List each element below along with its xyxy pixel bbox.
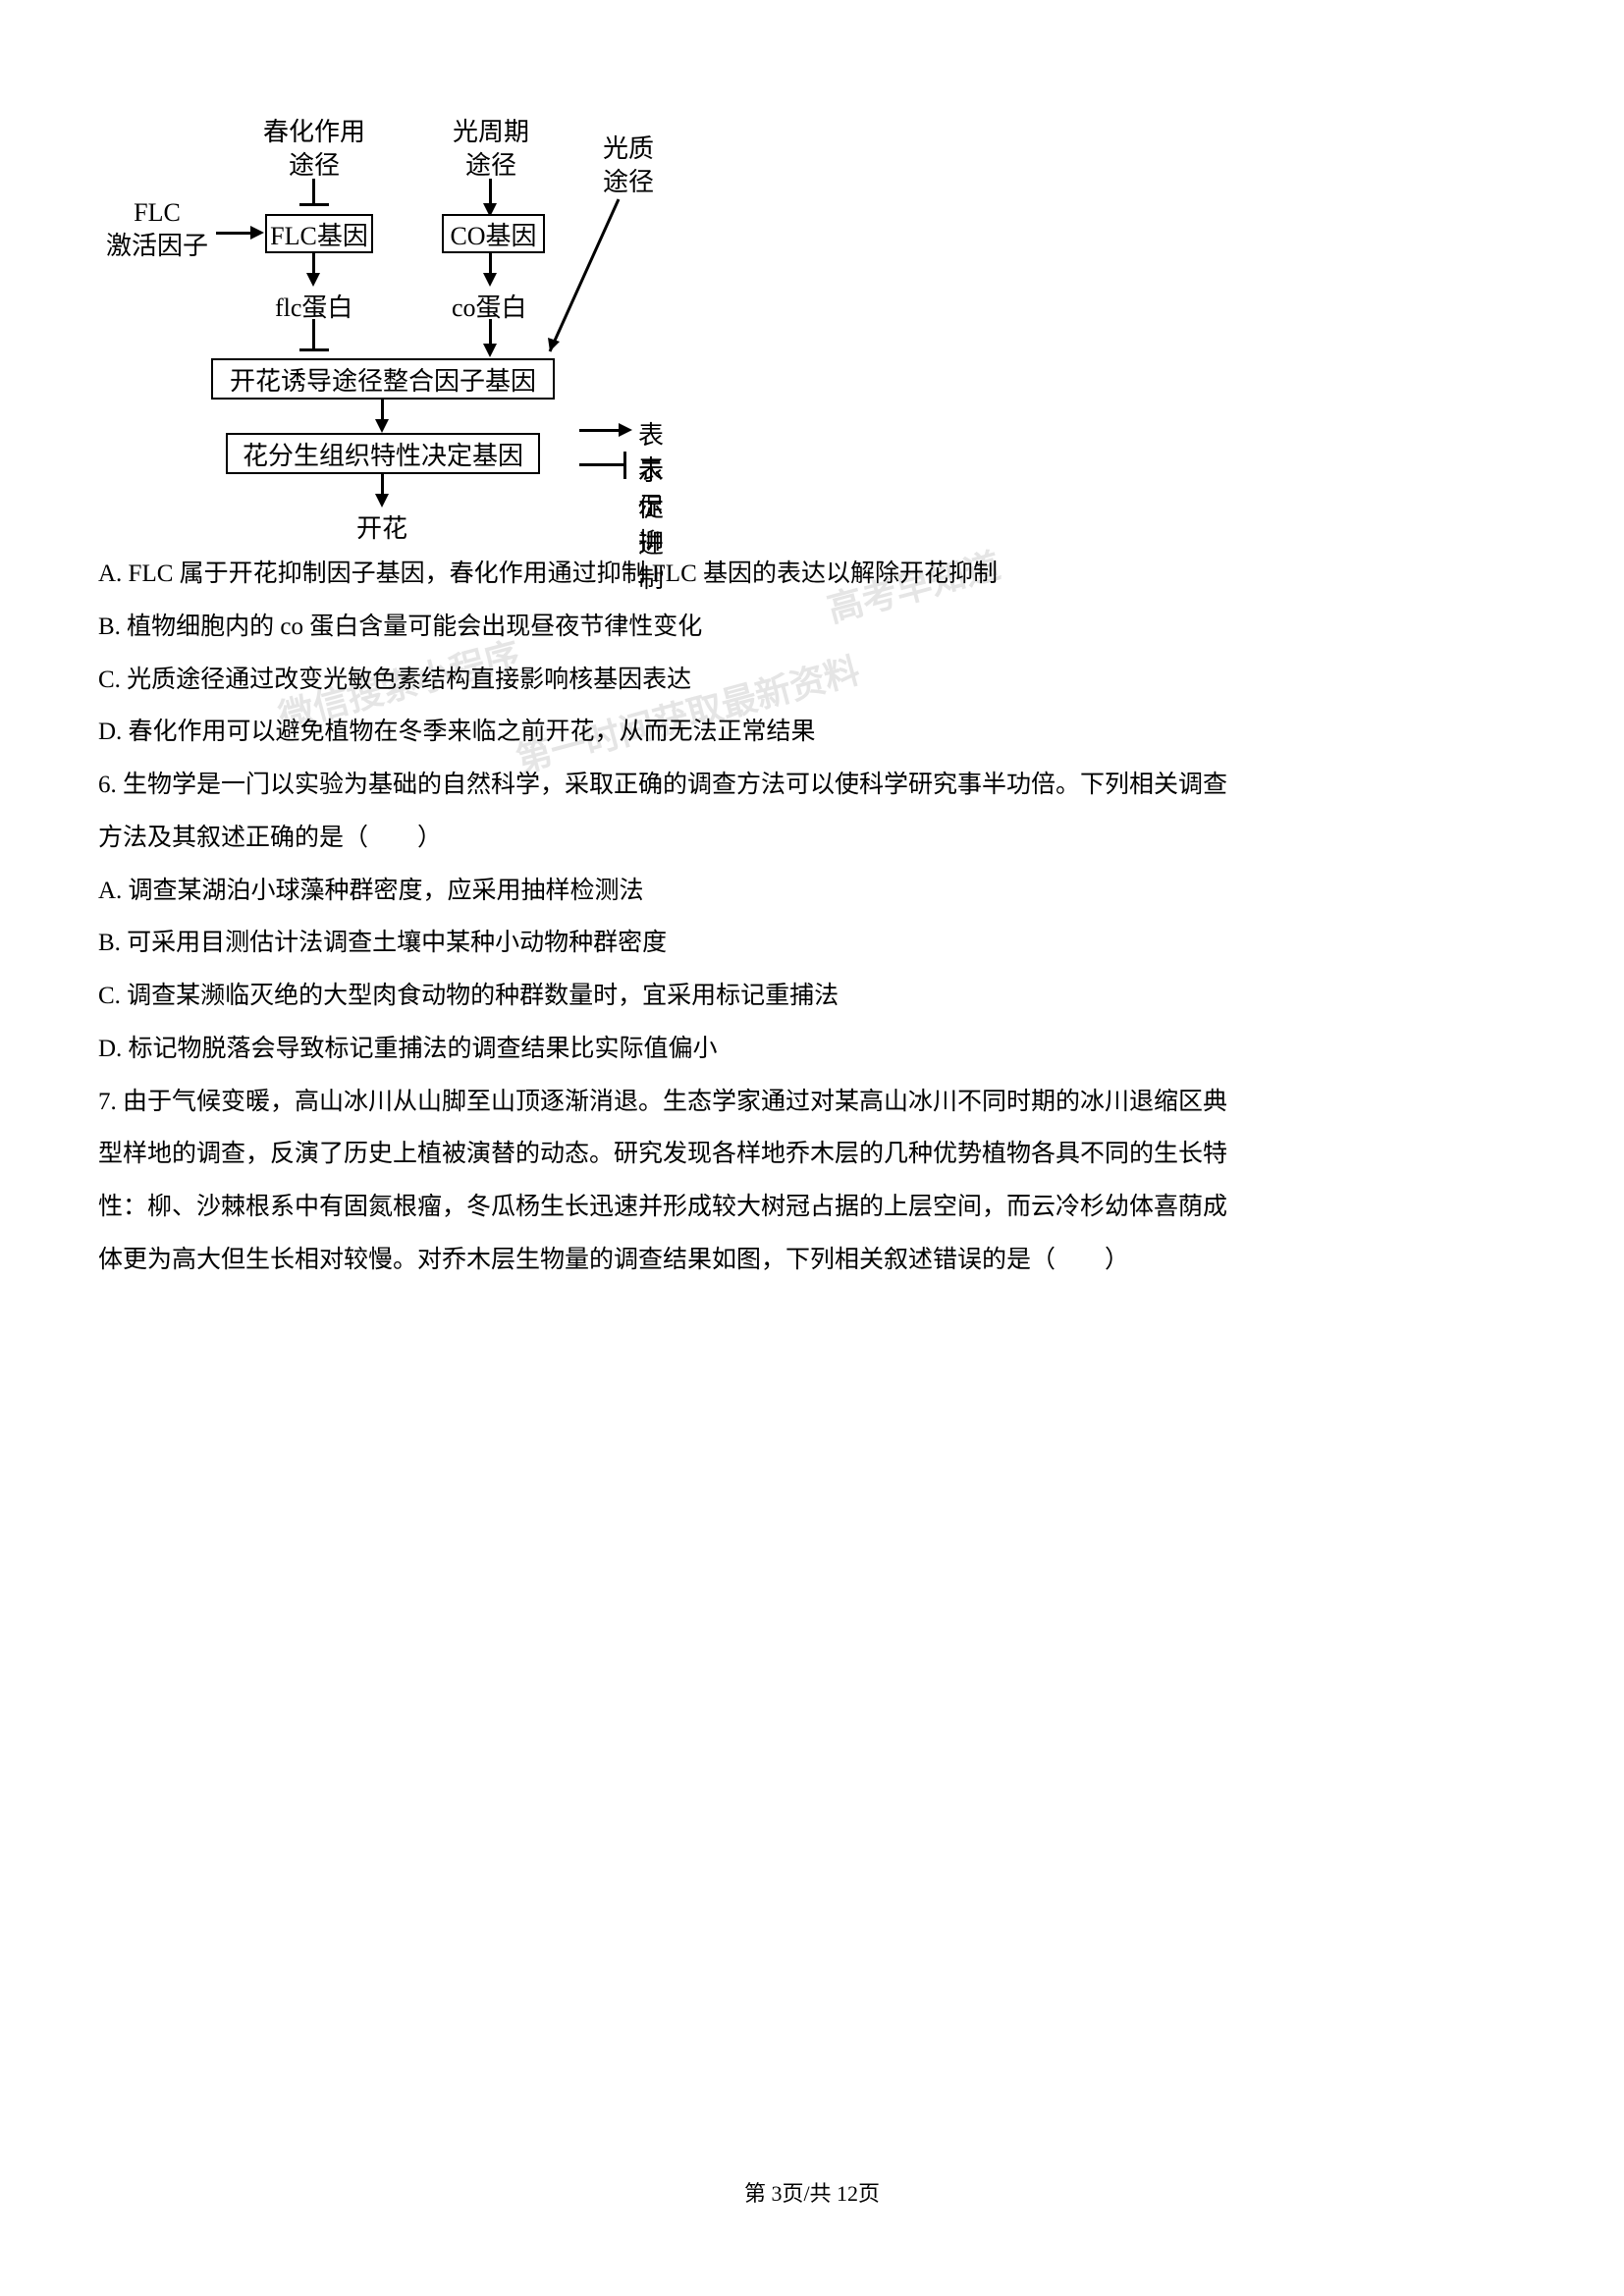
edge-line [489, 253, 492, 273]
box-text: 开花诱导途径整合因子基因 [230, 361, 536, 398]
q6-stem: 6. 生物学是一门以实验为基础的自然科学，采取正确的调查方法可以使科学研究事半功… [98, 759, 1526, 812]
label-text: 光周期 [453, 118, 529, 146]
inhibit-marker [299, 203, 329, 206]
flc-gene-box: FLC基因 [265, 214, 373, 253]
photoperiod-label: 光周期 途径 [437, 116, 545, 183]
option-b: B. 植物细胞内的 co 蛋白含量可能会出现昼夜节律性变化 [98, 601, 1526, 654]
flc-activator-label: FLC 激活因子 [98, 196, 216, 263]
flowering-text: 开花 [356, 508, 407, 545]
edge-line [312, 253, 315, 273]
edge-line [312, 179, 315, 203]
box-text: 花分生组织特性决定基因 [243, 436, 523, 472]
q6-stem: 方法及其叙述正确的是（ ） [98, 812, 1526, 865]
edge-line [216, 232, 250, 235]
option-c: C. 光质途径通过改变光敏色素结构直接影响核基因表达 [98, 654, 1526, 707]
q7-stem: 7. 由于气候变暖，高山冰川从山脚至山顶逐渐消退。生态学家通过对某高山冰川不同时… [98, 1076, 1526, 1129]
edge-line [381, 400, 384, 419]
box-text: FLC基因 [270, 216, 368, 252]
co-gene-box: CO基因 [442, 214, 545, 253]
q7-stem: 性：柳、沙棘根系中有固氮根瘤，冬瓜杨生长迅速并形成较大树冠占据的上层空间，而云冷… [98, 1181, 1526, 1234]
q6-option-c: C. 调查某濒临灭绝的大型肉食动物的种群数量时，宜采用标记重捕法 [98, 970, 1526, 1023]
q7-stem: 型样地的调查，反演了历史上植被演替的动态。研究发现各样地乔木层的几种优势植物各具… [98, 1128, 1526, 1181]
label-text: 途径 [289, 151, 340, 180]
label-text: FLC [134, 198, 181, 227]
option-a: A. FLC 属于开花抑制因子基因，春化作用通过抑制 FLC 基因的表达以解除开… [98, 548, 1526, 601]
edge-line [381, 474, 384, 494]
arrow-head [375, 419, 389, 433]
edge-line [312, 319, 315, 348]
arrow-head [306, 273, 320, 287]
label-text: 途径 [465, 151, 516, 180]
arrow-head [483, 273, 497, 287]
integrator-box: 开花诱导途径整合因子基因 [211, 358, 555, 400]
label-text: 光质 [603, 134, 654, 163]
arrow-head [250, 226, 264, 240]
page-footer: 第 3页/共 12页 [0, 2176, 1624, 2208]
arrow-head [375, 494, 389, 507]
question-content: A. FLC 属于开花抑制因子基因，春化作用通过抑制 FLC 基因的表达以解除开… [98, 548, 1526, 1287]
meristem-box: 花分生组织特性决定基因 [226, 433, 540, 474]
inhibit-marker [299, 348, 329, 351]
box-text: CO基因 [450, 216, 536, 252]
edge-line [489, 319, 492, 344]
q6-option-b: B. 可采用目测估计法调查土壤中某种小动物种群密度 [98, 917, 1526, 970]
q6-option-a: A. 调查某湖泊小球藻种群密度，应采用抽样检测法 [98, 865, 1526, 918]
label-text: 开花 [356, 514, 407, 543]
edge-line [489, 179, 492, 203]
label-text: 激活因子 [106, 232, 208, 260]
flowering-pathway-diagram: 春化作用 途径 光周期 途径 光质 途径 FLC 激活因子 FLC基因 CO基因… [98, 98, 1526, 530]
q6-option-d: D. 标记物脱落会导致标记重捕法的调查结果比实际值偏小 [98, 1023, 1526, 1076]
label-text: co蛋白 [452, 294, 527, 322]
label-text: 春化作用 [263, 118, 365, 146]
q7-stem: 体更为高大但生长相对较慢。对乔木层生物量的调查结果如图，下列相关叙述错误的是（ … [98, 1234, 1526, 1287]
label-text: 途径 [603, 168, 654, 196]
option-d: D. 春化作用可以避免植物在冬季来临之前开花，从而无法正常结果 [98, 706, 1526, 759]
lightquality-label: 光质 途径 [589, 133, 668, 199]
vernalization-label: 春化作用 途径 [250, 116, 378, 183]
arrow-head [483, 344, 497, 357]
label-text: flc蛋白 [275, 294, 352, 322]
